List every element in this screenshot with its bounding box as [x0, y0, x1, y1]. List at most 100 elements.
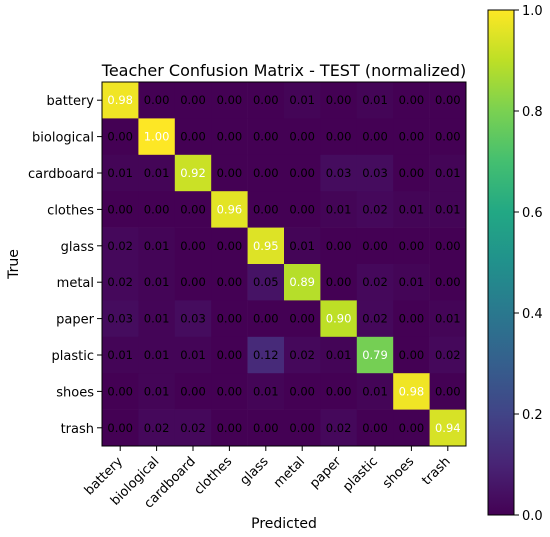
cell-value-label: 0.00: [289, 421, 315, 435]
heatmap-cell: [138, 227, 176, 265]
cell-value-label: 0.00: [217, 130, 243, 144]
cell-value-label: 1.00: [144, 130, 170, 144]
cell-value-label: 0.03: [362, 166, 388, 180]
heatmap-cell: [356, 227, 394, 265]
cell-value-label: 0.01: [399, 275, 425, 289]
heatmap-cell: [102, 191, 139, 228]
cell-value-label: 0.79: [362, 348, 388, 362]
heatmap-cell: [138, 82, 176, 119]
heatmap-cell: [393, 227, 430, 265]
colorbar-tick-label: 0.0: [522, 509, 543, 524]
heatmap-cell: [429, 336, 467, 374]
cell-value-label: 0.00: [180, 130, 206, 144]
heatmap-cell: [138, 264, 176, 301]
heatmap-cell: [211, 82, 248, 119]
heatmap-cell: [211, 118, 248, 156]
cell-value-label: 0.02: [180, 421, 206, 435]
cell-value-label: 0.01: [107, 348, 133, 362]
cell-value-label: 0.00: [253, 93, 279, 107]
heatmap-cell: [393, 409, 430, 447]
cell-value-label: 0.00: [107, 384, 133, 398]
cell-value-label: 0.00: [180, 239, 206, 253]
cell-value-label: 0.00: [107, 130, 133, 144]
heatmap-cell: [429, 409, 467, 447]
heatmap-cell: [102, 118, 139, 156]
heatmap-cell: [284, 409, 321, 447]
cell-value-label: 0.00: [399, 166, 425, 180]
colorbar-tick-label: 0.8: [522, 105, 543, 120]
colorbar-ticks: 0.0 0.2 0.4 0.6 0.8 1.0: [514, 4, 543, 524]
cell-value-label: 0.02: [362, 275, 388, 289]
cell-value-label: 0.00: [253, 166, 279, 180]
cell-value-label: 0.02: [326, 421, 352, 435]
cell-value-label: 0.92: [180, 166, 206, 180]
heatmap-cell: [174, 154, 212, 192]
heatmap-cell: [174, 300, 212, 338]
heatmap-cell: [393, 300, 430, 338]
cell-value-label: 0.95: [253, 239, 279, 253]
heatmap-cell: [393, 82, 430, 119]
heatmap-cell: [102, 373, 139, 410]
heatmap-cell: [138, 154, 176, 192]
cell-value-label: 0.00: [362, 130, 388, 144]
colorbar-tick-label: 0.4: [522, 307, 543, 322]
heatmap-cell: [429, 373, 467, 410]
heatmap-cell: [102, 82, 139, 119]
heatmap-cell: [429, 191, 467, 228]
cell-value-label: 0.00: [253, 421, 279, 435]
cell-value-label: 0.00: [289, 384, 315, 398]
x-tick-label: metal: [271, 454, 308, 491]
cell-value-label: 0.00: [180, 275, 206, 289]
heatmap-cell: [356, 336, 394, 374]
cell-value-label: 0.00: [326, 275, 352, 289]
heatmap-cell: [174, 191, 212, 228]
cell-value-label: 0.00: [289, 202, 315, 216]
cell-value-label: 0.98: [107, 93, 133, 107]
cell-value-label: 0.00: [326, 130, 352, 144]
cell-value-label: 0.05: [253, 275, 279, 289]
heatmap-cell: [393, 373, 430, 410]
heatmap-cell: [247, 409, 285, 447]
y-tick-label: shoes: [56, 385, 94, 400]
heatmap-cell: [174, 82, 212, 119]
heatmap-cell: [247, 264, 285, 301]
x-tick-label: plastic: [340, 454, 381, 495]
heatmap-cell: [320, 154, 358, 192]
heatmap-cell: [102, 409, 139, 447]
y-tick-label: paper: [56, 313, 94, 328]
heatmap-cell: [429, 82, 467, 119]
cell-value-label: 0.00: [217, 239, 243, 253]
heatmap-cell: [320, 191, 358, 228]
cell-value-label: 0.00: [289, 312, 315, 326]
cell-value-label: 0.00: [362, 239, 388, 253]
heatmap-cell: [102, 154, 139, 192]
cell-value-label: 0.01: [326, 202, 352, 216]
cell-value-label: 0.00: [107, 202, 133, 216]
cell-value-label: 0.01: [144, 275, 170, 289]
heatmap-cell: [356, 264, 394, 301]
colorbar-tick-label: 0.6: [522, 206, 543, 221]
plot-frame: [101, 81, 467, 447]
heatmap-cell: [393, 264, 430, 301]
heatmap-cell: [247, 154, 285, 192]
cell-value-label: 0.00: [217, 166, 243, 180]
cell-value-label: 0.00: [253, 312, 279, 326]
heatmap-cell-labels: 0.98 0.00 0.00 0.00 0.00 0.01 0.00 0.01 0.00 0.00…: [107, 93, 460, 435]
cell-value-label: 0.00: [435, 130, 461, 144]
heatmap-cell: [356, 409, 394, 447]
cell-value-label: 0.02: [289, 348, 315, 362]
heatmap-cell: [320, 336, 358, 374]
cell-value-label: 0.01: [289, 93, 315, 107]
heatmap-cell: [174, 118, 212, 156]
heatmap-cells: [102, 82, 467, 447]
heatmap-cell: [393, 191, 430, 228]
heatmap-cell: [174, 264, 212, 301]
heatmap-cell: [320, 409, 358, 447]
cell-value-label: 0.00: [289, 166, 315, 180]
x-tick-label: shoes: [380, 454, 417, 491]
heatmap-cell: [102, 336, 139, 374]
cell-value-label: 0.02: [107, 239, 133, 253]
heatmap-cell: [138, 191, 176, 228]
